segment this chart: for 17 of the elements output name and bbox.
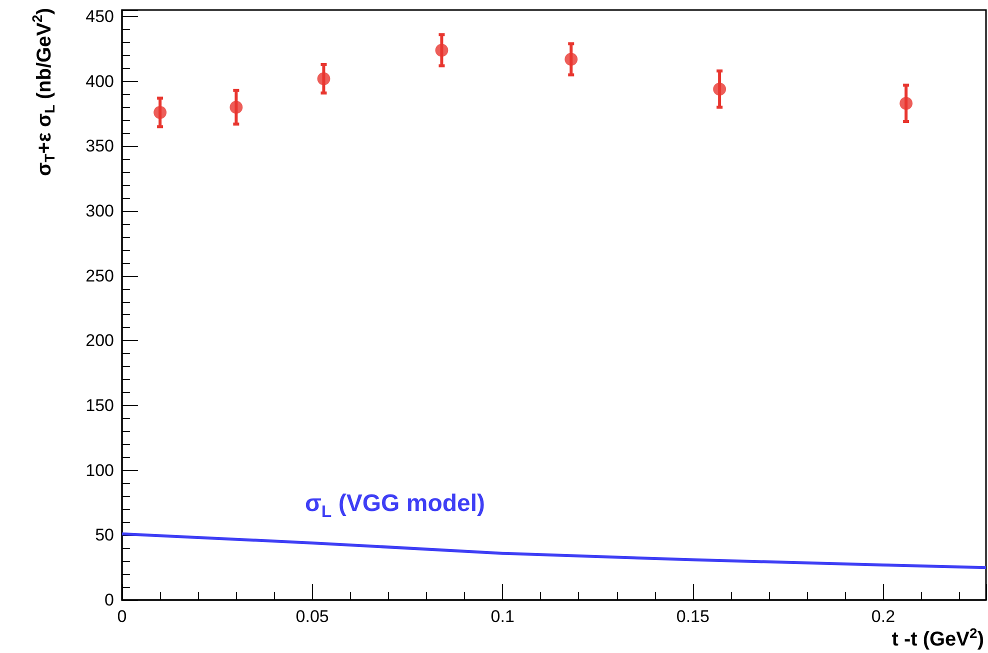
annotation: σ$_{L}$ (VGG model) [305, 490, 486, 521]
x-tick-label: 0.05 [296, 607, 329, 626]
y-tick-label: 150 [86, 396, 114, 415]
y-tick-label: 250 [86, 266, 114, 286]
y-tick-label: 350 [86, 136, 114, 156]
y-tick-label: 200 [86, 331, 114, 350]
y-tick-label: 400 [86, 72, 114, 91]
x-tick-label: 0.1 [490, 607, 514, 626]
y-tick-label: 0 [104, 590, 114, 610]
y-tick-label: 50 [95, 526, 114, 545]
y-tick-label: 100 [86, 460, 114, 480]
y-tick-label: 450 [86, 6, 114, 26]
x-axis-title: t -t (GeV$^{2}$) [892, 625, 984, 651]
x-tick-label: 0.15 [676, 607, 710, 626]
x-tick-label: 0.2 [871, 607, 896, 626]
x-tick-label: 0 [117, 607, 127, 626]
y-tick-label: 300 [86, 201, 114, 220]
